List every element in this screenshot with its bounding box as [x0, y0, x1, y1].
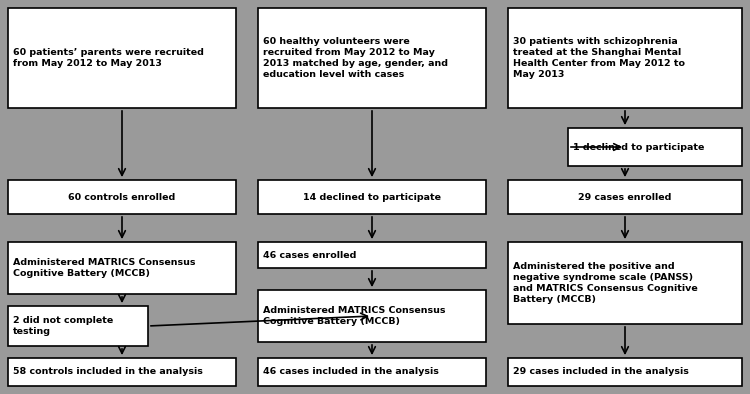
Bar: [508, 358, 742, 386]
Text: 60 patients’ parents were recruited
from May 2012 to May 2013: 60 patients’ parents were recruited from…: [13, 48, 204, 68]
Bar: [508, 242, 742, 324]
Bar: [258, 358, 486, 386]
Text: 58 controls included in the analysis: 58 controls included in the analysis: [13, 368, 202, 377]
Bar: [508, 8, 742, 108]
Text: 29 cases enrolled: 29 cases enrolled: [578, 193, 672, 201]
Text: Administered MATRICS Consensus
Cognitive Battery (MCCB): Administered MATRICS Consensus Cognitive…: [13, 258, 196, 278]
Text: 2 did not complete
testing: 2 did not complete testing: [13, 316, 113, 336]
Bar: [258, 8, 486, 108]
Bar: [508, 180, 742, 214]
Text: Administered the positive and
negative syndrome scale (PANSS)
and MATRICS Consen: Administered the positive and negative s…: [513, 262, 698, 304]
Bar: [258, 290, 486, 342]
Bar: [8, 180, 236, 214]
Text: 30 patients with schizophrenia
treated at the Shanghai Mental
Health Center from: 30 patients with schizophrenia treated a…: [513, 37, 685, 79]
Bar: [8, 242, 236, 294]
Text: 14 declined to participate: 14 declined to participate: [303, 193, 441, 201]
Bar: [258, 242, 486, 268]
Bar: [8, 8, 236, 108]
Text: 46 cases enrolled: 46 cases enrolled: [263, 251, 356, 260]
Text: Administered MATRICS Consensus
Cognitive Battery (MCCB): Administered MATRICS Consensus Cognitive…: [263, 306, 446, 326]
Text: 1 declined to participate: 1 declined to participate: [573, 143, 704, 152]
Bar: [568, 128, 742, 166]
Bar: [8, 358, 236, 386]
Text: 46 cases included in the analysis: 46 cases included in the analysis: [263, 368, 439, 377]
Text: 60 controls enrolled: 60 controls enrolled: [68, 193, 176, 201]
Bar: [258, 180, 486, 214]
Text: 60 healthy volunteers were
recruited from May 2012 to May
2013 matched by age, g: 60 healthy volunteers were recruited fro…: [263, 37, 448, 79]
Bar: [8, 306, 148, 346]
Text: 29 cases included in the analysis: 29 cases included in the analysis: [513, 368, 688, 377]
